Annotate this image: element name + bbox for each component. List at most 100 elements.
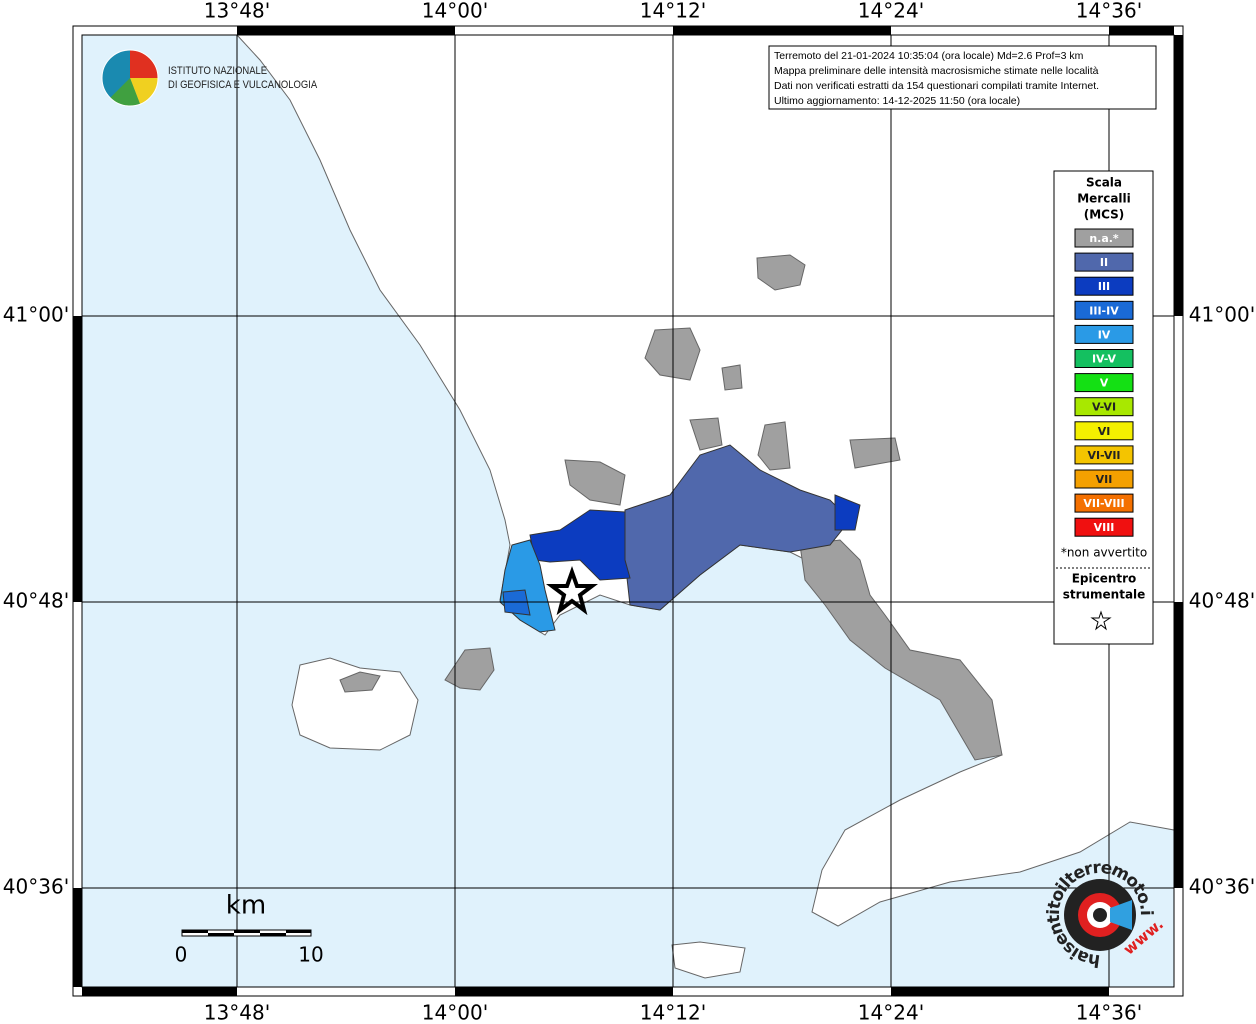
legend-swatch [1074, 300, 1134, 320]
frame [72, 25, 1184, 997]
lon-label: 14°12' [640, 1001, 706, 1024]
scale-label: 10 [298, 943, 323, 967]
lon-label: 14°00' [422, 1001, 488, 1024]
watermark-ring [1093, 908, 1107, 922]
logo-sector [130, 78, 158, 104]
legend-label: III-IV [1089, 304, 1119, 317]
lat-label: 41°00' [1189, 303, 1255, 327]
legend-swatch [1074, 445, 1134, 465]
ingv-logo [101, 49, 159, 107]
legend-star [1090, 610, 1112, 631]
lat-label: 41°00' [3, 303, 69, 327]
logo-outline [101, 49, 159, 107]
watermark [1064, 879, 1136, 951]
legend-label: VI-VII [1087, 449, 1120, 462]
frame-block [1109, 26, 1174, 35]
info-line: Terremoto del 21-01-2024 10:35:04 (ora l… [774, 50, 1084, 62]
legend-swatch [1074, 469, 1134, 489]
frame-block [82, 987, 237, 996]
procida [444, 647, 495, 691]
logo-text: DI GEOFISICA E VULCANOLOGIA [168, 79, 317, 91]
lat-label: 40°36' [1189, 875, 1255, 899]
lat-label: 40°48' [1189, 589, 1255, 613]
scale-bar-block [234, 930, 260, 933]
ischia [291, 657, 419, 751]
area-na [339, 671, 381, 693]
logo-sector [110, 78, 140, 107]
lon-label: 14°36' [1076, 1001, 1142, 1024]
frame-block [1174, 35, 1183, 316]
info-box [768, 45, 1157, 110]
scale-bar [181, 929, 312, 937]
info-line: Mappa preliminare delle intensità macros… [774, 65, 1099, 77]
area-ii [624, 444, 851, 611]
scale-bar-block [286, 930, 311, 933]
lat-label: 40°36' [3, 875, 69, 899]
area-na [721, 364, 743, 391]
frame-block [237, 26, 455, 35]
legend-title: (MCS) [1084, 208, 1125, 222]
frame-block [673, 26, 891, 35]
legend-label: IV [1098, 328, 1111, 341]
legend-swatch [1074, 349, 1134, 368]
legend-swatch [1074, 493, 1134, 513]
frame-block [1174, 602, 1183, 888]
scale-label: 0 [175, 943, 188, 967]
legend-epicenter: Epicentro [1072, 572, 1137, 586]
legend-label: V-VI [1092, 401, 1116, 414]
info-line: Dati non verificati estratti da 154 ques… [774, 80, 1099, 92]
legend-title: Scala [1086, 176, 1122, 190]
area-na [849, 437, 901, 469]
legend-label: V [1100, 377, 1109, 390]
legend-swatch [1074, 324, 1134, 344]
graticule [82, 35, 1174, 987]
legend-label: VII [1096, 473, 1113, 486]
legend-label: II [1100, 256, 1108, 269]
legend-swatch [1074, 397, 1134, 417]
scale-bar-block [260, 933, 286, 936]
legend-swatch [1074, 373, 1134, 393]
watermark-horn [1110, 900, 1132, 930]
lon-label: 14°12' [640, 0, 706, 23]
logo-text: ISTITUTO NAZIONALE [168, 65, 267, 77]
frame-block [73, 316, 82, 602]
legend-label: VII-VIII [1083, 497, 1124, 510]
legend-epicenter: strumentale [1063, 588, 1146, 602]
area-na [757, 421, 791, 471]
lat-label: 40°48' [3, 589, 69, 613]
lon-label: 14°24' [858, 0, 924, 23]
lon-label: 14°24' [858, 1001, 924, 1024]
frame-block [73, 888, 82, 987]
legend-label: VIII [1094, 521, 1115, 534]
area-na [756, 254, 806, 291]
legend-swatch [1074, 252, 1134, 272]
legend-label: IV-V [1092, 353, 1117, 366]
area-na [689, 417, 723, 451]
lon-label: 13°48' [204, 1001, 270, 1024]
legend-label: III [1098, 280, 1110, 293]
legend-swatch [1074, 228, 1134, 248]
lon-label: 14°36' [1076, 0, 1142, 23]
areas-not-felt [564, 254, 1003, 761]
legend-swatch [1074, 421, 1134, 441]
area-iii [529, 509, 631, 581]
legend-swatch [1074, 517, 1134, 537]
scale-unit: km [226, 891, 266, 921]
legend-title: Mercalli [1077, 192, 1131, 206]
area-na [799, 539, 1003, 761]
legend-label: n.a.* [1089, 232, 1119, 245]
capri [671, 941, 746, 979]
legend-swatch [1074, 276, 1134, 296]
lon-label: 13°48' [204, 0, 270, 23]
legend-note: *non avvertito [1061, 546, 1147, 560]
logo-sector [130, 50, 158, 78]
frame-block [891, 987, 1109, 996]
info-line: Ultimo aggiornamento: 14-12-2025 11:50 (… [774, 95, 1020, 107]
frame-block [455, 987, 673, 996]
area-na [564, 459, 626, 506]
area-iii [834, 494, 861, 531]
lon-label: 14°00' [422, 0, 488, 23]
epicenter-star [546, 566, 598, 616]
legend-label: VI [1098, 425, 1111, 438]
